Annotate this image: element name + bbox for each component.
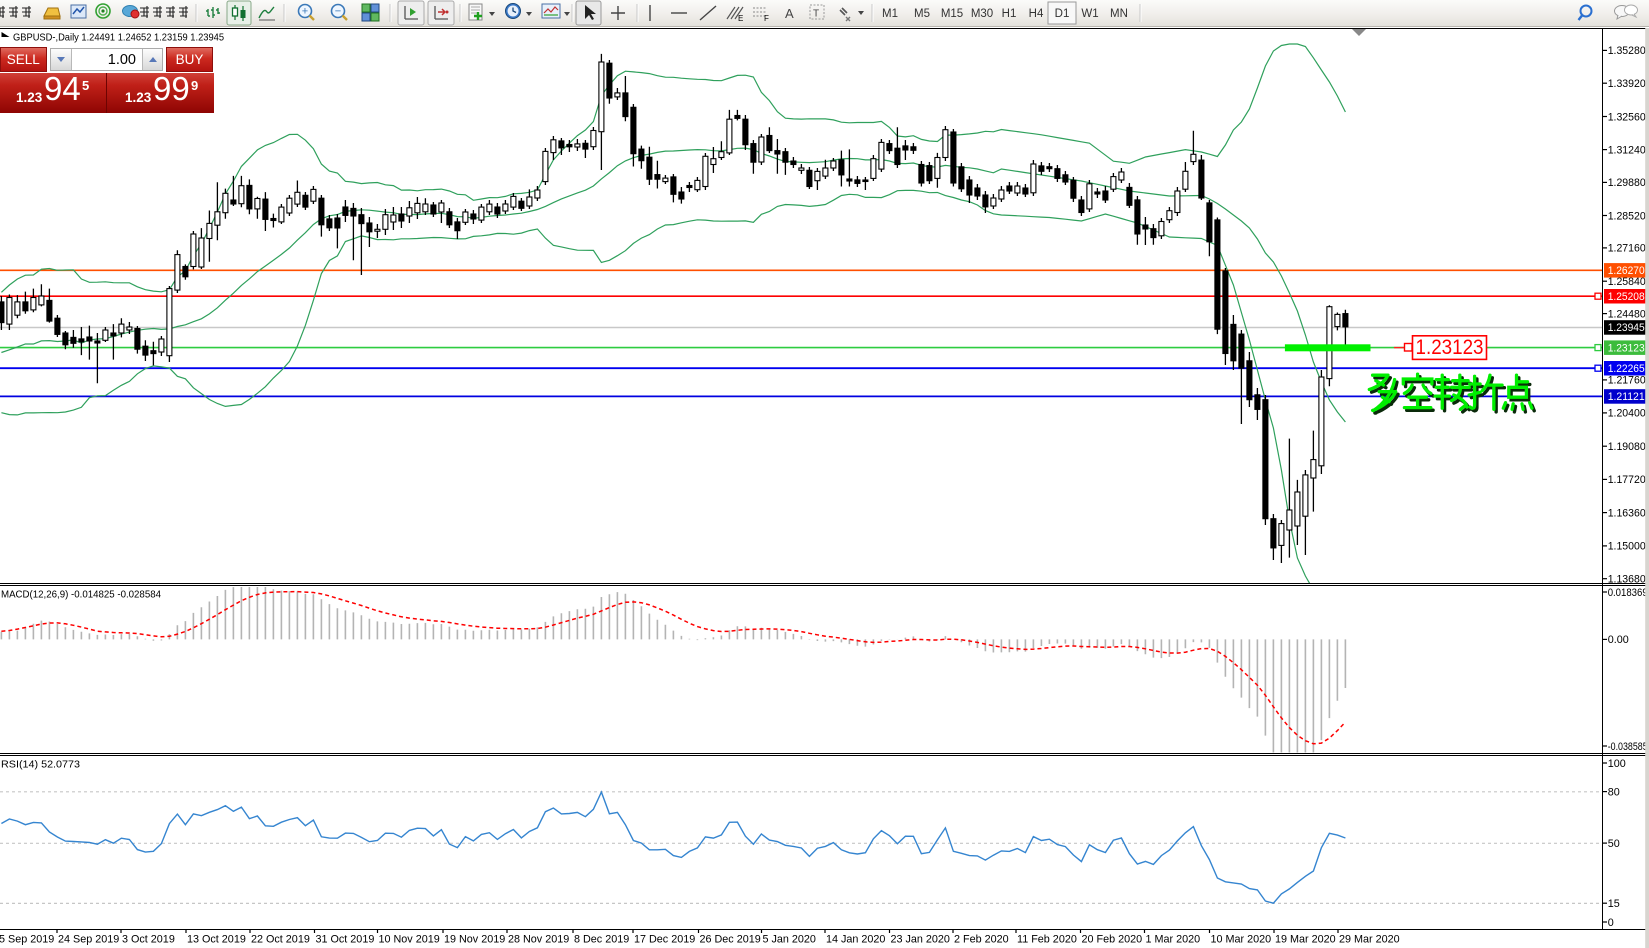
svg-text:F: F [764,14,769,23]
svg-text:28 Nov 2019: 28 Nov 2019 [508,934,569,946]
svg-text:29 Mar 2020: 29 Mar 2020 [1339,934,1400,946]
svg-text:1.26270: 1.26270 [1608,265,1645,277]
svg-text:M15: M15 [941,8,963,20]
svg-text:5 Jan 2020: 5 Jan 2020 [763,934,816,946]
svg-text:−: − [335,6,341,18]
svg-text:T: T [813,9,819,20]
svg-text:13 Oct 2019: 13 Oct 2019 [187,934,246,946]
svg-text:1.17720: 1.17720 [1608,474,1646,486]
svg-text:-0.038585: -0.038585 [1608,741,1648,753]
svg-text:3 Oct 2019: 3 Oct 2019 [122,934,175,946]
svg-text:2 Feb 2020: 2 Feb 2020 [954,934,1009,946]
svg-text:MN: MN [1110,8,1128,20]
svg-text:1 Mar 2020: 1 Mar 2020 [1146,934,1201,946]
svg-text:20 Feb 2020: 20 Feb 2020 [1082,934,1143,946]
svg-text:0.018369: 0.018369 [1608,587,1648,599]
svg-text:1.13680: 1.13680 [1608,574,1646,586]
svg-text:1.29880: 1.29880 [1608,177,1646,189]
svg-text:GBPUSD-,Daily 1.24491 1.24652: GBPUSD-,Daily 1.24491 1.24652 1.23159 1.… [13,33,224,44]
svg-text:1.32560: 1.32560 [1608,111,1646,123]
svg-text:W1: W1 [1081,8,1098,20]
svg-text:10 Mar 2020: 10 Mar 2020 [1211,934,1272,946]
svg-text:22 Oct 2019: 22 Oct 2019 [251,934,310,946]
svg-text:17 Dec 2019: 17 Dec 2019 [634,934,695,946]
svg-text:1.23945: 1.23945 [1608,322,1645,334]
svg-text:31 Oct 2019: 31 Oct 2019 [316,934,375,946]
svg-text:MACD(12,26,9) -0.014825 -0.028: MACD(12,26,9) -0.014825 -0.028584 [1,590,161,601]
svg-text:1.24480: 1.24480 [1608,308,1646,320]
svg-text:+: + [302,6,308,18]
svg-text:0: 0 [1608,917,1614,929]
svg-text:23 Jan 2020: 23 Jan 2020 [891,934,950,946]
svg-text:100: 100 [1608,758,1626,770]
svg-text:1.15000: 1.15000 [1608,541,1646,553]
svg-text:15: 15 [1608,898,1620,910]
svg-text:1.27160: 1.27160 [1608,243,1646,255]
svg-text:19 Nov 2019: 19 Nov 2019 [444,934,505,946]
svg-text:A: A [785,6,794,21]
svg-text:1.35280: 1.35280 [1608,45,1646,57]
svg-text:RSI(14) 52.0773: RSI(14) 52.0773 [1,760,80,771]
svg-text:14 Jan 2020: 14 Jan 2020 [826,934,885,946]
svg-text:M5: M5 [914,8,930,20]
svg-text:M30: M30 [971,8,993,20]
svg-text:1.21121: 1.21121 [1608,391,1645,403]
svg-text:1.20400: 1.20400 [1608,408,1646,420]
svg-text:1.25208: 1.25208 [1608,291,1645,303]
svg-text:5 Sep 2019: 5 Sep 2019 [0,934,54,946]
svg-text:1.16360: 1.16360 [1608,507,1646,519]
svg-text:26 Dec 2019: 26 Dec 2019 [700,934,761,946]
svg-text:0.00: 0.00 [1608,634,1629,646]
svg-text:24 Sep 2019: 24 Sep 2019 [58,934,119,946]
svg-text:1.22265: 1.22265 [1608,363,1645,375]
svg-text:H4: H4 [1029,8,1044,20]
svg-text:1.19080: 1.19080 [1608,441,1646,453]
svg-text:M1: M1 [882,8,898,20]
svg-text:E: E [738,14,743,23]
svg-text:D1: D1 [1055,8,1070,20]
svg-text:1.21760: 1.21760 [1608,375,1646,387]
svg-text:1.28520: 1.28520 [1608,210,1646,222]
svg-text:1.31240: 1.31240 [1608,144,1646,156]
svg-text:80: 80 [1608,786,1620,798]
svg-text:11 Feb 2020: 11 Feb 2020 [1017,934,1077,946]
svg-text:10 Nov 2019: 10 Nov 2019 [379,934,440,946]
svg-text:1.23123: 1.23123 [1416,335,1484,359]
svg-text:H1: H1 [1002,8,1017,20]
svg-text:50: 50 [1608,838,1620,850]
svg-text:19 Mar 2020: 19 Mar 2020 [1275,934,1336,946]
svg-text:8 Dec 2019: 8 Dec 2019 [574,934,629,946]
svg-text:1.23123: 1.23123 [1608,342,1645,354]
svg-text:1.25840: 1.25840 [1608,276,1646,288]
svg-text:1.33920: 1.33920 [1608,78,1646,90]
